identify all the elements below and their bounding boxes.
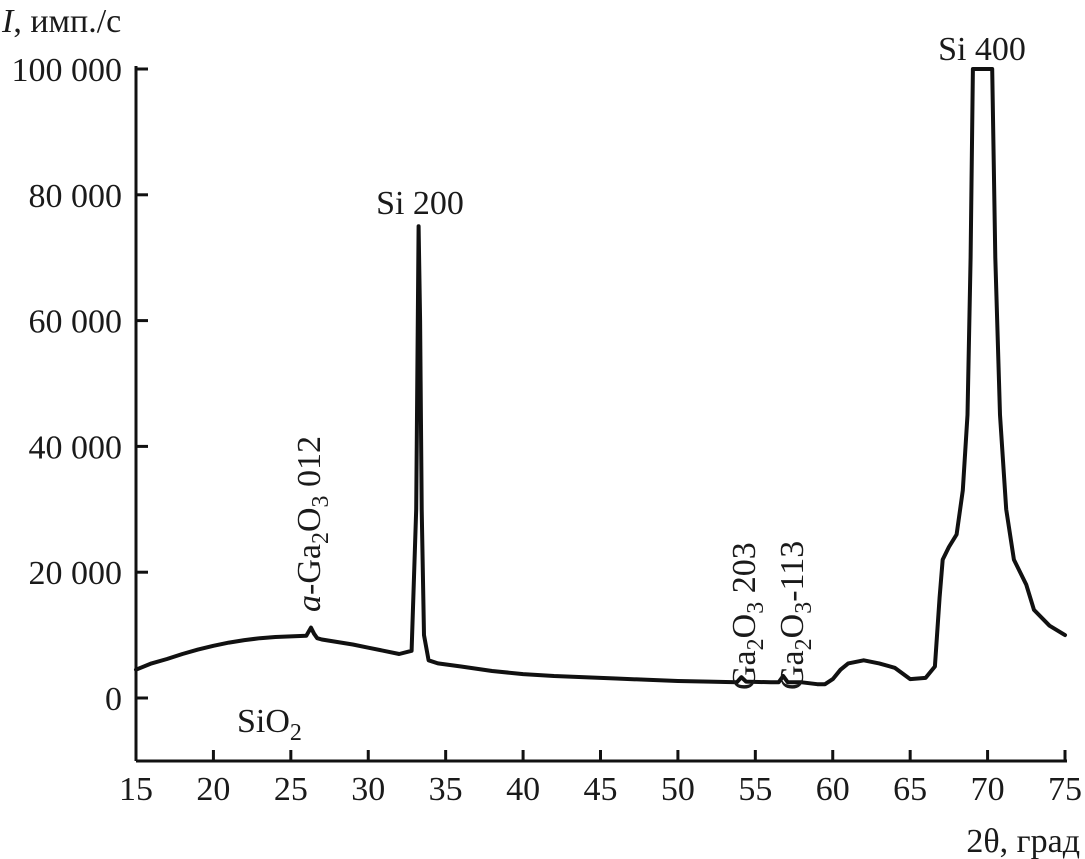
annotation-sub: 3 — [791, 602, 817, 614]
annotation-sub: 2 — [290, 720, 302, 746]
y-axis-var: I — [1, 3, 15, 40]
annotation-sub: 2 — [791, 638, 817, 650]
series-line — [134, 67, 1067, 687]
y-tick-label: 100 000 — [12, 52, 123, 89]
x-tick-label: 45 — [584, 771, 618, 808]
y-axis-unit: , имп./с — [13, 3, 121, 40]
annotation-mid: O — [291, 507, 328, 532]
y-tick-label: 40 000 — [29, 429, 123, 466]
x-tick-label: 70 — [971, 771, 1005, 808]
x-tick-label: 55 — [738, 771, 772, 808]
x-tick-label: 30 — [351, 771, 385, 808]
x-tick-label: 60 — [816, 771, 850, 808]
annotation-text: Ga — [774, 650, 811, 690]
annotation-tail: 203 — [726, 542, 763, 602]
annotation-sub: 3 — [743, 602, 769, 614]
y-tick-label: 80 000 — [29, 178, 123, 215]
y-tick-label: 20 000 — [29, 555, 123, 592]
annotation-ga2o3-203: Ga2O3 203 — [726, 542, 769, 690]
annotation-text: Ga — [726, 650, 763, 690]
y-tick-label: 0 — [105, 681, 122, 718]
x-tick-label: 40 — [506, 771, 540, 808]
annotation-mid: O — [726, 614, 763, 639]
x-tick-label: 65 — [893, 771, 927, 808]
annotation-ga2o3-minus113: Ga2O3-113 — [774, 541, 817, 690]
annotation-tail: 012 — [291, 436, 328, 496]
annotation-text: -Ga — [291, 544, 328, 595]
x-tick-label: 15 — [119, 771, 153, 808]
x-tick-label: 35 — [429, 771, 463, 808]
annotation-si-400: Si 400 — [938, 31, 1026, 68]
annotation-mid: O — [774, 614, 811, 639]
annotation-tail: -113 — [774, 541, 811, 602]
x-ticks: 15 20 25 30 35 40 45 50 55 60 65 70 75 — [119, 750, 1082, 808]
annotation-a-ga2o3-012: a-Ga2O3 012 — [291, 436, 334, 612]
x-tick-label: 75 — [1048, 771, 1082, 808]
annotation-sio2: SiO2 — [237, 703, 302, 746]
y-axis-title: I, имп./с — [1, 3, 121, 40]
annotation-sub: 2 — [743, 638, 769, 650]
x-tick-label: 20 — [196, 771, 230, 808]
annotation-sub: 2 — [308, 532, 334, 544]
annotation-si-200: Si 200 — [376, 185, 464, 222]
y-ticks: 0 20 000 40 000 60 000 80 000 100 000 — [12, 52, 148, 718]
x-tick-label: 50 — [661, 771, 695, 808]
annotation-prefix: a — [291, 595, 328, 612]
x-axis-title: 2θ, град — [966, 823, 1080, 859]
annotation-text: SiO — [237, 703, 290, 740]
axes — [134, 66, 1067, 763]
y-tick-label: 60 000 — [29, 304, 123, 341]
annotation-sub: 3 — [308, 495, 334, 507]
x-tick-label: 25 — [274, 771, 308, 808]
